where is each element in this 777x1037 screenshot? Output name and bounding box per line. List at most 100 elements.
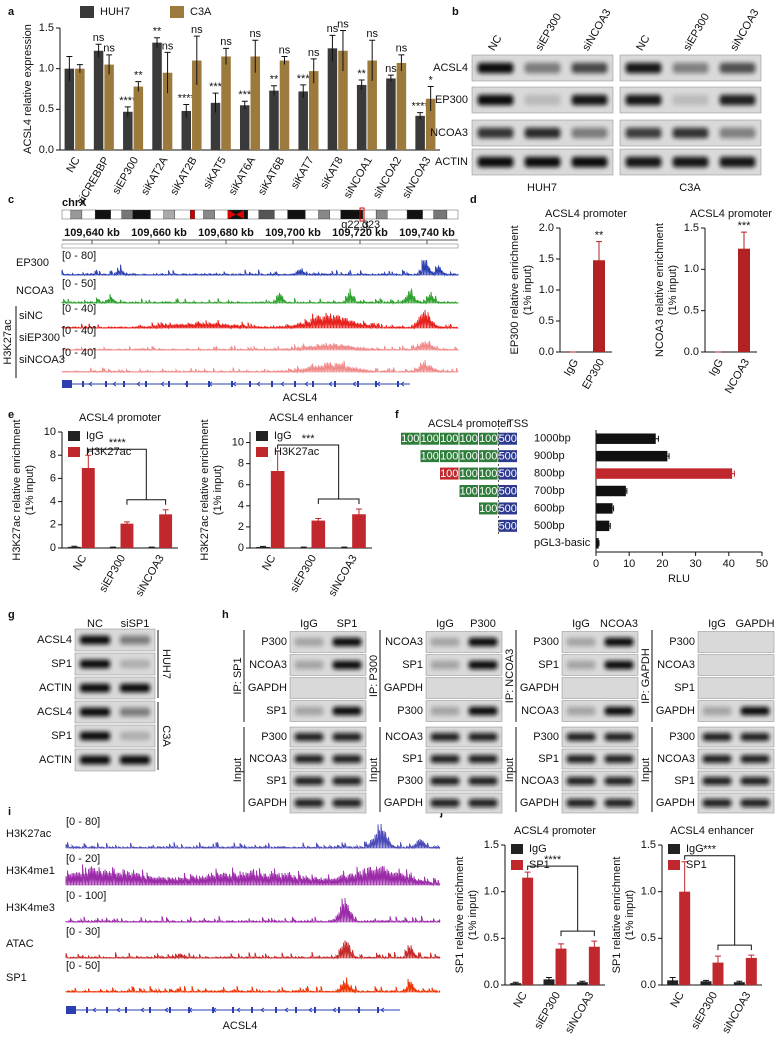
y-tick-label: 1.5 — [684, 222, 699, 234]
x-tick-label: NC — [71, 553, 89, 573]
y-tick-label: 500bp — [534, 520, 565, 532]
construct-segment — [498, 485, 517, 497]
error-bar — [241, 100, 248, 110]
significance: **** — [109, 437, 127, 449]
blot-bg — [425, 726, 503, 748]
error-bar — [270, 85, 277, 96]
blot-band — [119, 683, 151, 693]
y-tick-label: 1.5 — [641, 839, 656, 851]
significance: ns — [191, 24, 203, 36]
blot-band — [430, 799, 460, 807]
column-label: P300 — [470, 618, 496, 630]
blot-band — [672, 156, 709, 168]
kb-label: 109,680 kb — [198, 227, 254, 239]
bar — [270, 471, 285, 548]
bar — [386, 78, 396, 150]
significance: ns — [93, 32, 105, 44]
error-bar — [76, 64, 83, 73]
input-label: Input — [368, 758, 380, 782]
segment-label: 100 — [460, 485, 478, 497]
panel-letter: d — [470, 194, 477, 206]
error-bar — [665, 453, 670, 460]
y-tick-label: 10 — [232, 436, 244, 448]
ideogram-band — [163, 209, 176, 220]
track-label: EP300 — [16, 257, 49, 269]
chart-title: ACSL4 promoter — [514, 825, 596, 837]
error-bar — [315, 517, 322, 523]
blot-band — [79, 707, 111, 717]
y-tick-label: 1.0 — [641, 886, 656, 898]
error-bar — [358, 79, 365, 90]
error-bar — [183, 103, 190, 118]
blot-band — [672, 94, 709, 106]
row-label: ACTIN — [435, 156, 468, 168]
blot-bg — [74, 748, 156, 772]
track-range: [0 - 30] — [66, 926, 100, 938]
signal-track — [61, 259, 459, 277]
y-tick-label: 0.0 — [39, 144, 54, 156]
ideogram-band — [362, 209, 377, 220]
segment-label: 500 — [499, 520, 517, 532]
column-label: NC — [634, 33, 652, 53]
blot-band — [468, 660, 498, 670]
track-label: siNCOA3 — [19, 354, 65, 366]
gene-exon — [145, 381, 147, 387]
chart-title: ACSL4 promoter — [545, 208, 627, 220]
group-label: H3K27ac — [2, 319, 14, 365]
gene-exon — [312, 381, 314, 387]
bar — [679, 891, 691, 985]
bar — [596, 520, 610, 532]
construct-segment — [420, 450, 439, 463]
track-range: [0 - 40] — [62, 347, 96, 359]
track-label: siEP300 — [19, 332, 60, 344]
blot-bg — [289, 700, 367, 722]
panel-letter: a — [8, 6, 15, 18]
blot-band — [672, 62, 709, 74]
blot-bg — [697, 654, 775, 676]
row-label: EP300 — [435, 94, 468, 106]
y-tick-label: 2 — [50, 519, 56, 531]
x-tick-label: siEP300 — [532, 990, 563, 1031]
blot-band — [79, 635, 111, 645]
chromosome-label: chrX — [62, 197, 87, 209]
chart-title: ACSL4 enhancer — [269, 412, 353, 424]
blot-bg — [74, 724, 156, 748]
blot-bg — [561, 677, 639, 699]
gene-exon — [169, 1007, 171, 1013]
ip-label: IP: SP1 — [232, 657, 244, 694]
segment-label: 100 — [479, 451, 497, 463]
ideogram-band — [446, 209, 459, 220]
blot-bg — [289, 631, 367, 653]
row-label: SP1 — [538, 659, 559, 671]
segment-label: 100 — [440, 451, 458, 463]
significance: ** — [134, 70, 143, 82]
gene-exon — [251, 1007, 253, 1013]
row-label: NCOA3 — [521, 705, 559, 717]
ideogram-band — [318, 209, 330, 220]
x-tick-label: siKAT7 — [289, 155, 317, 191]
significance: *** — [703, 844, 717, 856]
y-tick-label: 6 — [238, 479, 244, 491]
track-range: [0 - 50] — [66, 960, 100, 972]
significance: *** — [209, 81, 223, 93]
bracket — [277, 444, 360, 504]
row-label: GAPDH — [520, 797, 559, 809]
blot-band — [294, 755, 324, 763]
blot-band — [119, 707, 151, 717]
gene-arrow — [332, 1007, 337, 1013]
track-label: H3K27ac — [6, 828, 52, 840]
row-label: SP1 — [266, 775, 287, 787]
blot-bg — [425, 792, 503, 814]
ideogram-band — [132, 209, 151, 220]
row-label: ACSL4 — [433, 62, 468, 74]
track-label: ATAC — [6, 938, 34, 950]
bar — [67, 546, 81, 548]
bar — [576, 982, 588, 985]
x-tick-label: siKAT5 — [201, 155, 229, 191]
construct-segment — [498, 450, 517, 463]
row-label: GAPDH — [520, 682, 559, 694]
blot-band — [477, 62, 514, 74]
row-label: SP1 — [538, 753, 559, 765]
significance: ** — [357, 68, 366, 80]
blot-band — [524, 62, 561, 74]
